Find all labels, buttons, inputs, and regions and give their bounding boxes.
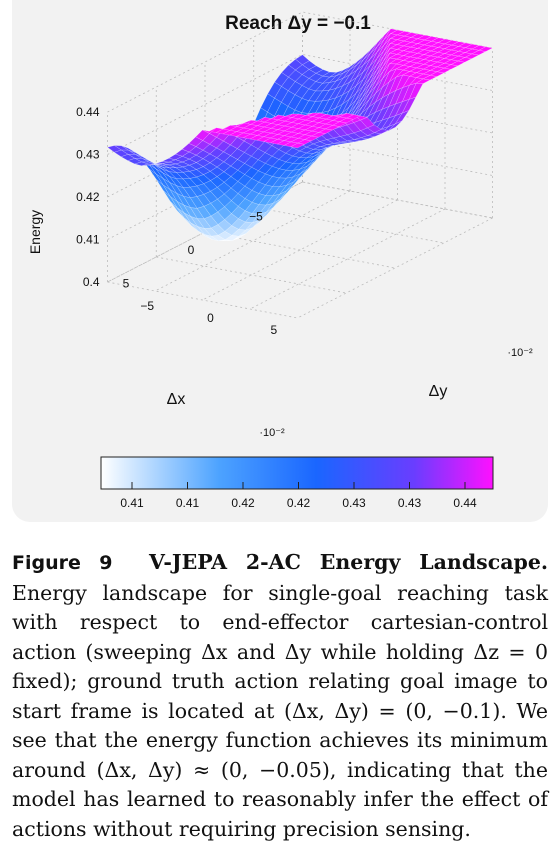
colorbar-tick-label: 0.41: [176, 496, 200, 510]
energy-surface-chart: Reach Δy = −0.1 0.40.410.420.430.44−505−…: [27, 11, 533, 510]
z-tick-label: 0.43: [76, 148, 100, 162]
colorbar-tick-label: 0.44: [453, 496, 477, 510]
y-tick-label: 5: [270, 323, 277, 337]
figure-caption: Figure 9 V-JEPA 2-AC Energy Landscape. E…: [12, 548, 548, 844]
caption-text: Energy landscape for single-goal reachin…: [12, 580, 548, 841]
y-tick-label: 0: [207, 311, 214, 325]
z-tick-label: 0.4: [83, 275, 100, 289]
surface-patch: [107, 145, 122, 153]
x-tick-label: −5: [249, 210, 263, 224]
x-multiplier: ·10⁻²: [259, 427, 285, 439]
y-tick-label: −5: [140, 299, 154, 313]
colorbar-tick-label: 0.43: [342, 496, 366, 510]
grid-line: [204, 231, 396, 269]
grid-line: [297, 217, 493, 319]
y-multiplier: ·10⁻²: [507, 347, 533, 359]
grid-line: [154, 190, 351, 292]
energy-surface: [107, 28, 494, 241]
colorbar-tick-label: 0.42: [231, 496, 255, 510]
colorbar-ticks: 0.41 0.41 0.42 0.42 0.43 0.43 0.44: [120, 482, 477, 510]
z-axis-label: Energy: [27, 210, 43, 254]
x-axis-label: Δx: [167, 391, 186, 408]
z-tick-label: 0.44: [76, 105, 100, 119]
grid-line: [107, 281, 298, 319]
grid-line: [253, 206, 444, 244]
colorbar-tick-label: 0.41: [120, 496, 144, 510]
grid-line: [107, 181, 493, 283]
z-tick-label: 0.41: [76, 233, 100, 247]
grid-line: [249, 208, 446, 310]
axis-ticks: 0.4 0.41 0.42 0.43 0.44 −5 0 5 −5 0 5: [76, 105, 277, 337]
grid-line: [202, 199, 398, 301]
chart-title: Reach Δy = −0.1: [225, 13, 371, 34]
caption-label: Figure 9: [12, 552, 113, 574]
grid-line: [156, 256, 347, 294]
y-axis-label: Δy: [429, 383, 448, 400]
z-tick-label: 0.42: [76, 190, 100, 204]
colorbar-tick-label: 0.42: [287, 496, 311, 510]
colorbar-tick-label: 0.43: [398, 496, 422, 510]
x-tick-label: 0: [188, 243, 195, 257]
caption-title: V-JEPA 2-AC Energy Landscape.: [148, 550, 548, 574]
x-tick-label: 5: [123, 276, 130, 290]
colorbar: [100, 456, 494, 490]
